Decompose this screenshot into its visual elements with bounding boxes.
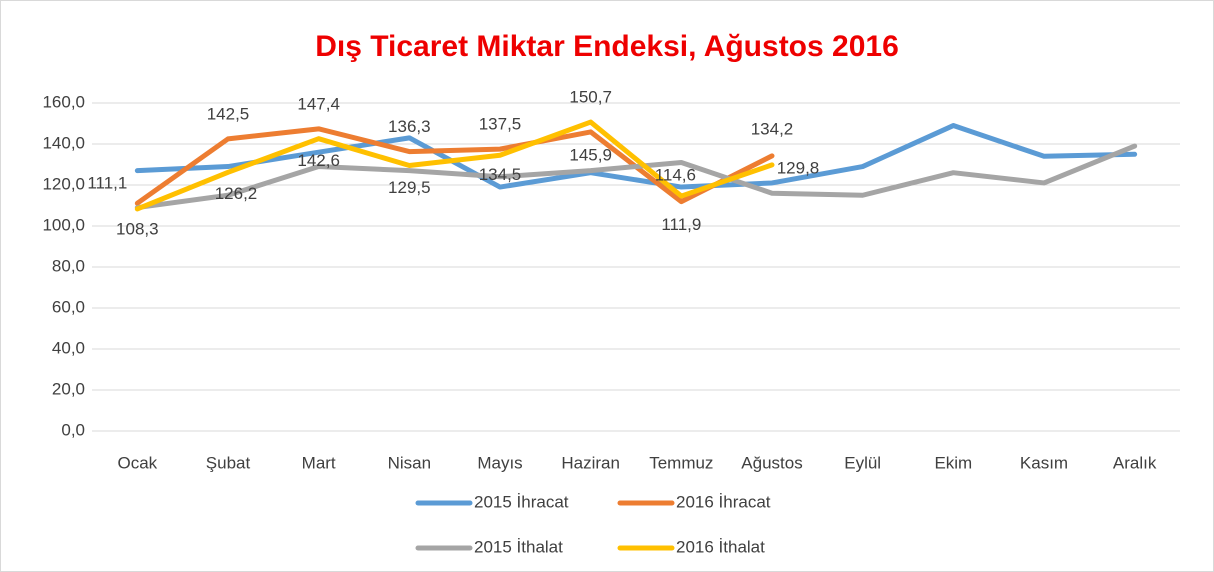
data-label: 134,5 xyxy=(479,165,522,184)
y-tick-label: 0,0 xyxy=(61,420,85,439)
y-tick-label: 120,0 xyxy=(42,174,85,193)
legend-label: 2016 İthalat xyxy=(676,537,765,556)
y-tick-label: 140,0 xyxy=(42,133,85,152)
data-label: 114,6 xyxy=(655,166,696,185)
x-tick-label: Kasım xyxy=(1020,453,1068,472)
y-tick-label: 100,0 xyxy=(42,215,85,234)
series-line xyxy=(134,123,1138,190)
y-tick-label: 40,0 xyxy=(52,338,85,357)
x-tick-label: Şubat xyxy=(206,453,251,472)
series-line xyxy=(134,119,775,212)
data-label: 142,5 xyxy=(207,104,250,123)
x-tick-label: Ağustos xyxy=(741,453,802,472)
x-tick-label: Temmuz xyxy=(649,453,713,472)
data-label: 137,5 xyxy=(479,115,522,134)
y-tick-label: 80,0 xyxy=(52,256,85,275)
y-tick-label: 60,0 xyxy=(52,297,85,316)
x-tick-label: Ekim xyxy=(934,453,972,472)
legend-label: 2015 İhracat xyxy=(474,492,569,511)
x-tick-label: Haziran xyxy=(561,453,620,472)
legend-label: 2016 İhracat xyxy=(676,492,771,511)
x-tick-label: Mayıs xyxy=(477,453,522,472)
data-label: 129,8 xyxy=(777,158,820,177)
data-label: 108,3 xyxy=(116,219,159,238)
data-label: 136,3 xyxy=(388,117,431,136)
y-tick-label: 160,0 xyxy=(42,92,85,111)
data-label: 145,9 xyxy=(569,145,612,164)
chart-title: Dış Ticaret Miktar Endeksi, Ağustos 2016 xyxy=(315,30,899,63)
x-tick-label: Ocak xyxy=(117,453,157,472)
data-label: 142,6 xyxy=(297,151,340,170)
data-label: 134,2 xyxy=(751,119,794,138)
data-label: 126,2 xyxy=(215,184,258,203)
data-label: 111,9 xyxy=(661,215,701,234)
x-tick-label: Mart xyxy=(302,453,336,472)
x-tick-label: Eylül xyxy=(844,453,881,472)
y-tick-label: 20,0 xyxy=(52,379,85,398)
data-label: 150,7 xyxy=(569,88,612,107)
legend-label: 2015 İthalat xyxy=(474,537,563,556)
series-line xyxy=(134,143,1138,211)
data-label: 147,4 xyxy=(297,94,340,113)
data-label: 111,1 xyxy=(87,174,127,193)
data-label: 129,5 xyxy=(388,178,431,197)
x-tick-label: Aralık xyxy=(1113,453,1157,472)
series-line xyxy=(134,126,775,206)
x-tick-label: Nisan xyxy=(388,453,431,472)
